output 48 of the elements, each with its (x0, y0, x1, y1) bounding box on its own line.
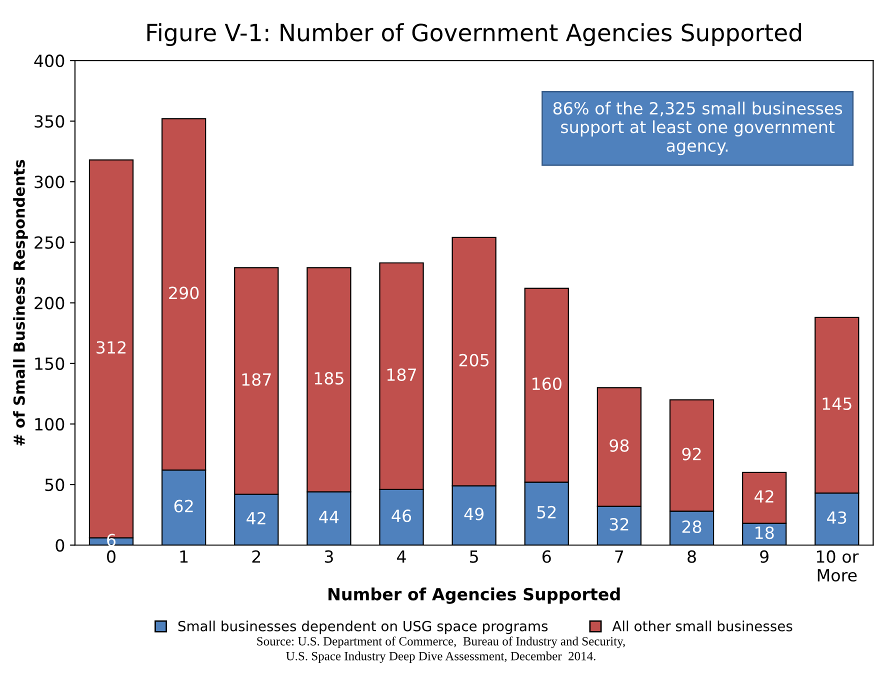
x-tick-label: 8 (688, 550, 696, 563)
x-tick-label: 6 (542, 550, 551, 563)
y-tick-label: 0 (56, 539, 64, 552)
x-axis-title: Number of Agencies Supported (328, 588, 620, 604)
x-tick-label: 4 (397, 550, 406, 563)
y-tick-label: 50 (45, 478, 64, 492)
y-tick-label: 400 (34, 54, 64, 68)
data-label: 42 (754, 490, 774, 502)
data-label: 43 (827, 511, 846, 524)
chart-title: Figure V-1: Number of Government Agencies Supported (147, 23, 801, 46)
data-label: 290 (169, 286, 199, 300)
x-tick-label: 1 (180, 550, 188, 563)
y-tick-label: 300 (34, 176, 64, 188)
data-label: 98 (610, 439, 629, 452)
x-tick-label: 10 or More (816, 550, 859, 582)
y-tick-label: 350 (34, 115, 64, 128)
annotation: 86% of the 2,325 small businesses support at least one government agency. (553, 102, 842, 156)
data-label: 312 (96, 341, 126, 354)
x-tick-label: 0 (107, 550, 116, 563)
source-note: Source: U.S. Department of Commerce, Bureau of Industry and Security, U.S. Space Industry Deep Dive Assessment, December 2014. (257, 636, 625, 663)
y-tick-label: 150 (35, 357, 64, 370)
y-tick-label: 100 (35, 418, 64, 431)
x-tick-label: 2 (252, 550, 260, 563)
x-tick-label: 3 (324, 550, 333, 563)
data-label: 18 (756, 526, 774, 540)
data-label: 42 (246, 512, 266, 524)
data-label: 28 (682, 520, 702, 534)
x-tick-label: 7 (615, 550, 624, 563)
data-label: 187 (242, 373, 271, 386)
data-label: 32 (610, 518, 628, 531)
legend-label: All other small businesses (612, 620, 792, 632)
data-label: 62 (174, 500, 193, 512)
data-label: 46 (392, 509, 412, 522)
x-tick-label: 5 (470, 550, 478, 563)
data-label: 160 (532, 377, 562, 390)
data-label: 145 (822, 398, 852, 410)
data-label: 52 (537, 506, 556, 518)
data-label: 49 (464, 508, 484, 520)
data-label: 185 (314, 372, 344, 385)
y-axis-title: # of Small Business Respondents (13, 160, 28, 446)
data-label: 205 (459, 354, 489, 366)
y-tick-label: 200 (34, 296, 64, 310)
x-tick-label: 9 (760, 550, 768, 563)
legend-label: Small businesses dependent on USG space programs (178, 620, 548, 634)
data-label: 187 (387, 368, 416, 381)
data-label: 44 (319, 510, 339, 524)
data-label: 92 (682, 448, 701, 460)
y-tick-label: 250 (34, 236, 64, 249)
